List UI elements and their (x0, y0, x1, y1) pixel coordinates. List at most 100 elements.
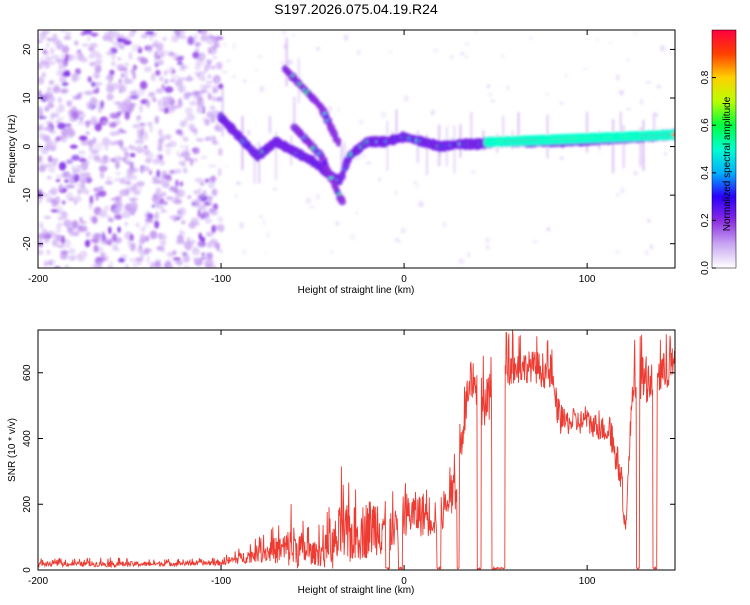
spectrogram-noise-blob (79, 172, 86, 178)
spectrogram-noise-blob (157, 143, 163, 152)
spectrogram-noise-blob (189, 100, 197, 106)
spectrogram-noise-blob (416, 184, 419, 188)
snr-x-tick-label: -100 (211, 576, 231, 587)
spectrogram-noise-blob (46, 37, 55, 42)
spectrogram-noise-blob (60, 250, 69, 255)
spectrogram-noise-blob (51, 239, 59, 247)
spectrogram-noise-blob (175, 179, 179, 187)
spectrogram-noise-blob (195, 138, 205, 142)
spectrogram-noise-blob (202, 117, 207, 121)
spectrogram-noise-blob (144, 131, 148, 141)
spectrogram-noise-blob (100, 257, 107, 262)
spectrogram-noise-blob (143, 145, 148, 149)
spectrogram-noise-blob (242, 249, 247, 256)
spectrogram-noise-blob (109, 141, 118, 146)
spectrogram-noise-blob (211, 188, 218, 197)
spectrogram-streak (275, 131, 277, 180)
spectrogram-noise-blob (84, 239, 91, 248)
spectrogram-noise-blob (225, 164, 229, 169)
spectrogram-noise-blob (55, 174, 65, 179)
spectrogram-noise-blob (123, 77, 131, 85)
spectrogram-noise-blob (182, 136, 189, 142)
spectrogram-noise-blob (41, 193, 50, 197)
spectrogram-noise-blob (146, 255, 151, 264)
spectrogram-noise-blob (164, 86, 174, 93)
spectrogram-noise-blob (136, 138, 145, 145)
spectrogram-noise-blob (162, 192, 167, 197)
spectrogram-streak (612, 119, 615, 174)
spectrogram-noise-blob (145, 30, 154, 35)
spectrogram-noise-blob (211, 44, 218, 51)
spectrogram-noise-blob (215, 96, 223, 102)
spectrogram-noise-blob (139, 122, 146, 127)
spectrogram-noise-blob (177, 83, 182, 92)
spectrogram-streak (416, 130, 419, 163)
spectrogram-noise-blob (619, 89, 624, 96)
spectrogram-noise-blob (55, 107, 61, 116)
spectrogram-noise-blob (102, 207, 109, 214)
spectrogram-noise-blob (137, 248, 144, 253)
spectrogram-noise-blob (125, 161, 135, 165)
spectrogram-noise-blob (48, 166, 56, 173)
spectrogram-noise-blob (79, 220, 87, 225)
spectrogram-noise-blob (192, 203, 200, 209)
spectrogram-noise-blob (132, 242, 136, 250)
spectrogram-noise-blob (38, 155, 43, 163)
spectrogram-noise-blob (146, 157, 150, 164)
spectrogram-noise-blob (117, 156, 123, 161)
spectrogram-noise-blob (52, 38, 60, 45)
snr-line (38, 330, 675, 570)
spectrogram-noise-blob (89, 119, 99, 126)
spectrogram-noise-blob (235, 181, 242, 186)
spectrogram-noise-blob (148, 91, 156, 98)
spectrogram-noise-blob (464, 42, 470, 45)
spectrogram-noise-blob (204, 178, 209, 183)
spectrogram-streak (622, 125, 625, 169)
spectrogram-noise-blob (95, 195, 99, 201)
spectrogram-noise-blob (43, 93, 49, 101)
spectrogram-noise-blob (158, 232, 164, 240)
spectrogram-noise-blob (204, 259, 214, 266)
spectrogram-noise-blob (205, 231, 214, 237)
spectrogram-noise-blob (209, 95, 216, 100)
spectrogram-noise-blob (58, 183, 64, 191)
spectrogram-noise-blob (179, 231, 186, 235)
spectrogram-noise-blob (61, 81, 69, 87)
spectrogram-noise-blob (87, 35, 91, 42)
spectrogram-noise-blob (120, 72, 125, 79)
spectrogram-noise-blob (186, 113, 195, 122)
spectrogram-x-label: Height of straight line (km) (298, 285, 415, 296)
spectrogram-noise-blob (40, 146, 49, 155)
figure-title: S197.2026.075.04.19.R24 (274, 1, 438, 17)
spectrogram-noise-blob (183, 264, 190, 268)
spectrogram-noise-blob (53, 138, 58, 146)
spectrogram-noise-blob (400, 227, 406, 234)
spectrogram-noise-blob (398, 240, 401, 244)
spectrogram-noise-blob (43, 260, 48, 267)
spectrogram-noise-blob (185, 144, 189, 153)
colorbar: 0.0 0.2 0.4 0.6 0.8 Normalized spectral ampl… (700, 29, 737, 275)
spectrogram-noise-blob (626, 108, 632, 111)
spectrogram-noise-blob (132, 30, 137, 33)
colorbar-tick-label: 0.0 (700, 261, 711, 275)
spectrogram-noise-blob (111, 30, 119, 39)
spectrogram-noise-blob (644, 249, 649, 256)
spectrogram-noise-blob (290, 34, 297, 37)
spectrogram-noise-blob (47, 155, 53, 163)
spectrogram-noise-blob (350, 233, 356, 241)
spectrogram-noise-blob (118, 34, 126, 39)
spectrogram-noise-blob (633, 31, 638, 35)
spectrogram-noise-blob (56, 222, 64, 228)
spectrogram-noise-blob (380, 111, 387, 118)
spectrogram-noise-blob (109, 260, 114, 265)
spectrogram-noise-blob (135, 145, 144, 154)
spectrogram-noise-blob (58, 59, 66, 69)
spectrogram-streak (258, 142, 261, 184)
spectrogram-noise-blob (158, 154, 163, 161)
spectrogram-noise-blob (136, 116, 140, 123)
spectrogram-noise-blob (198, 76, 207, 82)
spectrogram-noise-blob (221, 70, 228, 74)
spectrogram-noise-blob (118, 128, 124, 133)
spectrogram-noise-blob (71, 220, 79, 229)
